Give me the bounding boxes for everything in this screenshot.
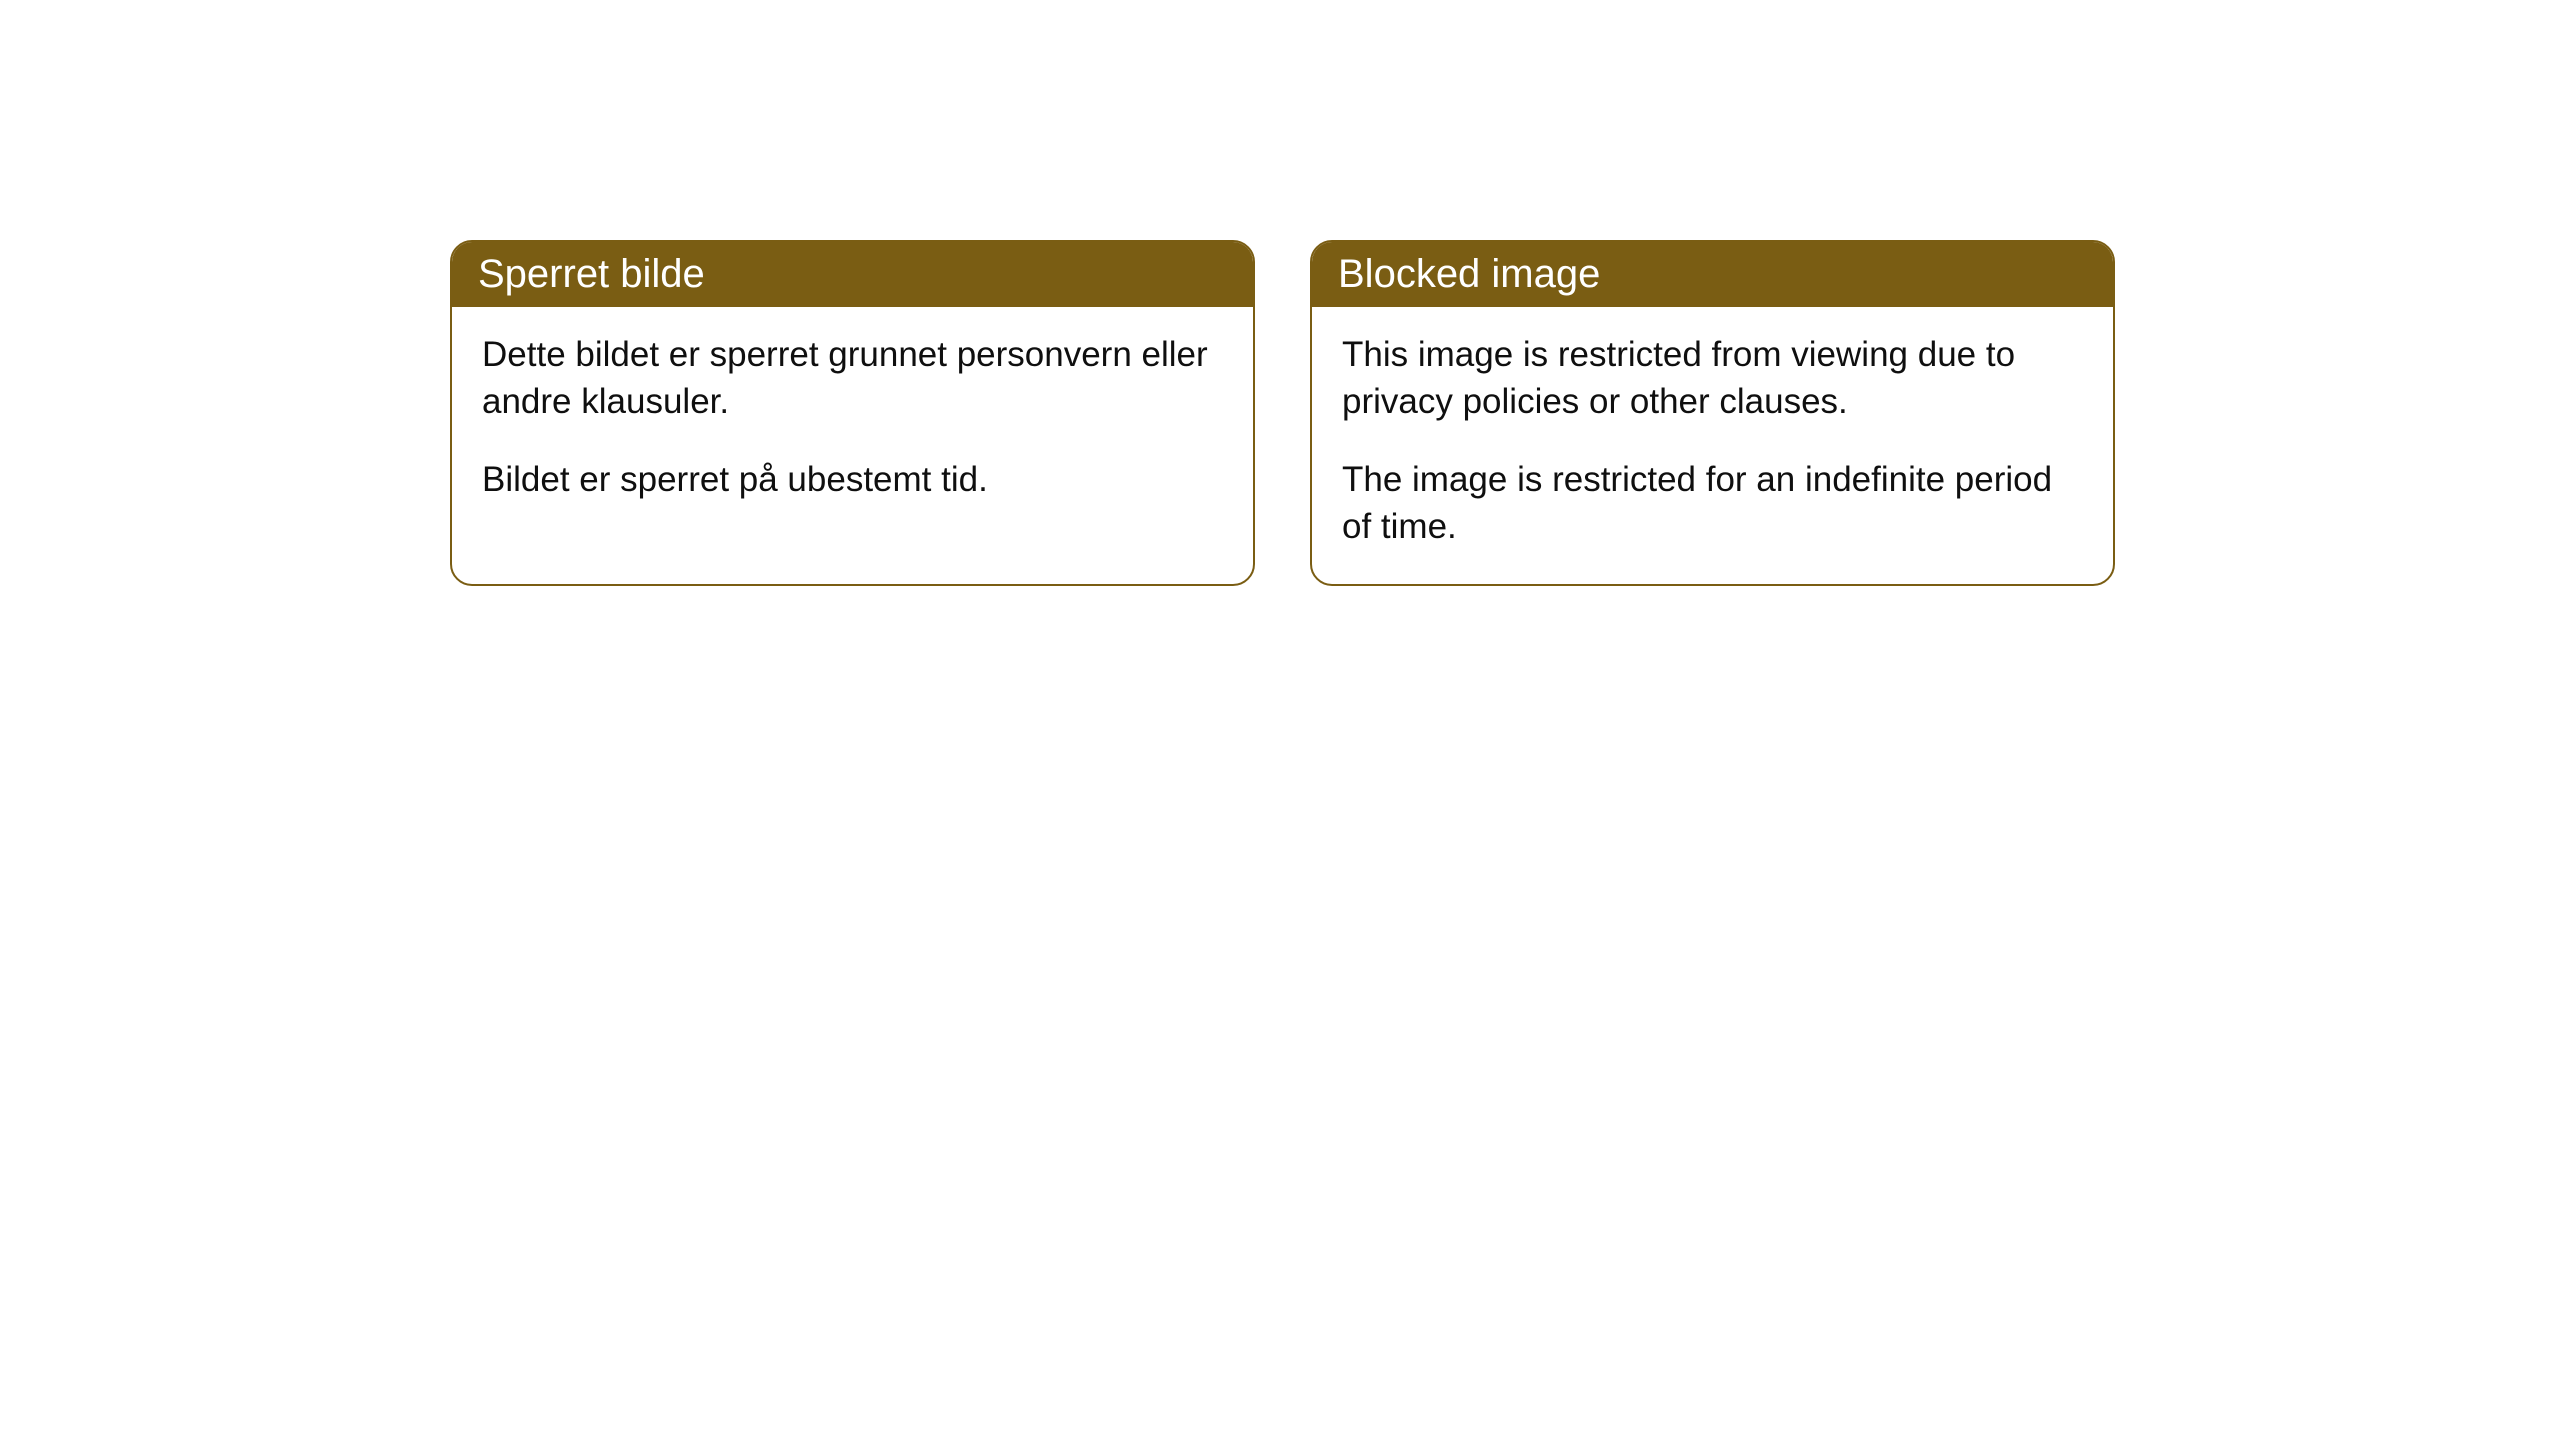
- notice-title: Sperret bilde: [478, 252, 705, 296]
- notice-paragraph: The image is restricted for an indefinit…: [1342, 456, 2083, 551]
- notice-title: Blocked image: [1338, 252, 1600, 296]
- notice-paragraph: This image is restricted from viewing du…: [1342, 331, 2083, 426]
- notice-body: This image is restricted from viewing du…: [1312, 307, 2113, 584]
- notice-paragraph: Bildet er sperret på ubestemt tid.: [482, 456, 1223, 503]
- notice-body: Dette bildet er sperret grunnet personve…: [452, 307, 1253, 537]
- notice-box-english: Blocked image This image is restricted f…: [1310, 240, 2115, 586]
- notices-container: Sperret bilde Dette bildet er sperret gr…: [450, 240, 2560, 586]
- notice-box-norwegian: Sperret bilde Dette bildet er sperret gr…: [450, 240, 1255, 586]
- notice-header: Blocked image: [1312, 242, 2113, 307]
- notice-paragraph: Dette bildet er sperret grunnet personve…: [482, 331, 1223, 426]
- notice-header: Sperret bilde: [452, 242, 1253, 307]
